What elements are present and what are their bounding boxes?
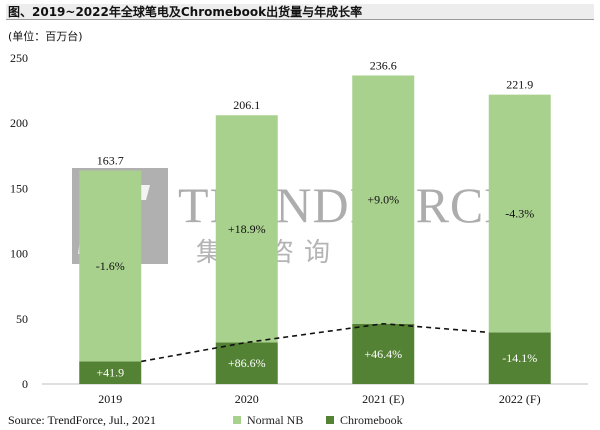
legend-item-chromebook: Chromebook	[326, 413, 403, 428]
total-label: 221.9	[506, 78, 533, 92]
bar-normal-nb	[352, 75, 415, 324]
chart-title: 图、2019~2022年全球笔电及Chromebook出货量与年成长率	[6, 4, 594, 20]
bar-chromebook	[79, 361, 142, 384]
y-tick-label: 100	[10, 247, 28, 261]
total-label: 206.1	[233, 98, 260, 112]
x-tick-label: 2021 (E)	[362, 392, 404, 406]
y-tick-label: 50	[16, 312, 28, 326]
trend-line-path	[141, 322, 489, 363]
bar-normal-nb	[215, 115, 278, 343]
unit-label: (单位：百万台)	[8, 30, 83, 43]
normal-nb-growth-label: +9.0%	[367, 193, 399, 207]
bar-chromebook	[215, 342, 278, 384]
y-tick-label: 0	[22, 377, 28, 391]
x-tick-label: 2019	[98, 392, 122, 406]
x-tick-label: 2020	[235, 392, 259, 406]
axes: 0 50 100 150 200 250 2019 2020 2021 (E) 2022 (F)	[10, 51, 588, 406]
normal-nb-growth-label: +18.9%	[228, 222, 266, 236]
bar-chromebook	[488, 332, 551, 384]
total-label: 163.7	[97, 154, 124, 168]
y-tick-label: 250	[10, 51, 28, 65]
y-tick-label: 200	[10, 116, 28, 130]
legend-swatch-normal-nb	[233, 416, 241, 424]
source-note: Source: TrendForce, Jul., 2021	[8, 413, 156, 427]
legend-label-normal-nb: Normal NB	[247, 413, 304, 427]
normal-nb-growth-label: -4.3%	[505, 207, 534, 221]
chromebook-growth-label: +86.6%	[228, 356, 266, 370]
normal-nb-growth-label: -1.6%	[96, 259, 125, 273]
bar-normal-nb	[79, 170, 142, 362]
total-label: 236.6	[370, 58, 397, 72]
legend-swatch-chromebook	[326, 416, 334, 424]
chromebook-trend-line	[141, 322, 489, 363]
chromebook-growth-label: -14.1%	[502, 351, 537, 365]
legend-label-chromebook: Chromebook	[340, 413, 403, 427]
bar-chromebook	[352, 323, 415, 384]
bar-normal-nb	[488, 94, 551, 333]
bars	[79, 75, 551, 384]
chromebook-growth-label: +46.4%	[364, 347, 402, 361]
y-tick-label: 150	[10, 181, 28, 195]
x-tick-label: 2022 (F)	[499, 392, 541, 406]
chromebook-growth-label: +41.9	[96, 366, 124, 380]
data-labels: 163.7 -1.6% +41.9 206.1 +18.9% +86.6% 236.6 +9.…	[96, 58, 538, 379]
legend-item-normal-nb: Normal NB	[233, 413, 303, 428]
